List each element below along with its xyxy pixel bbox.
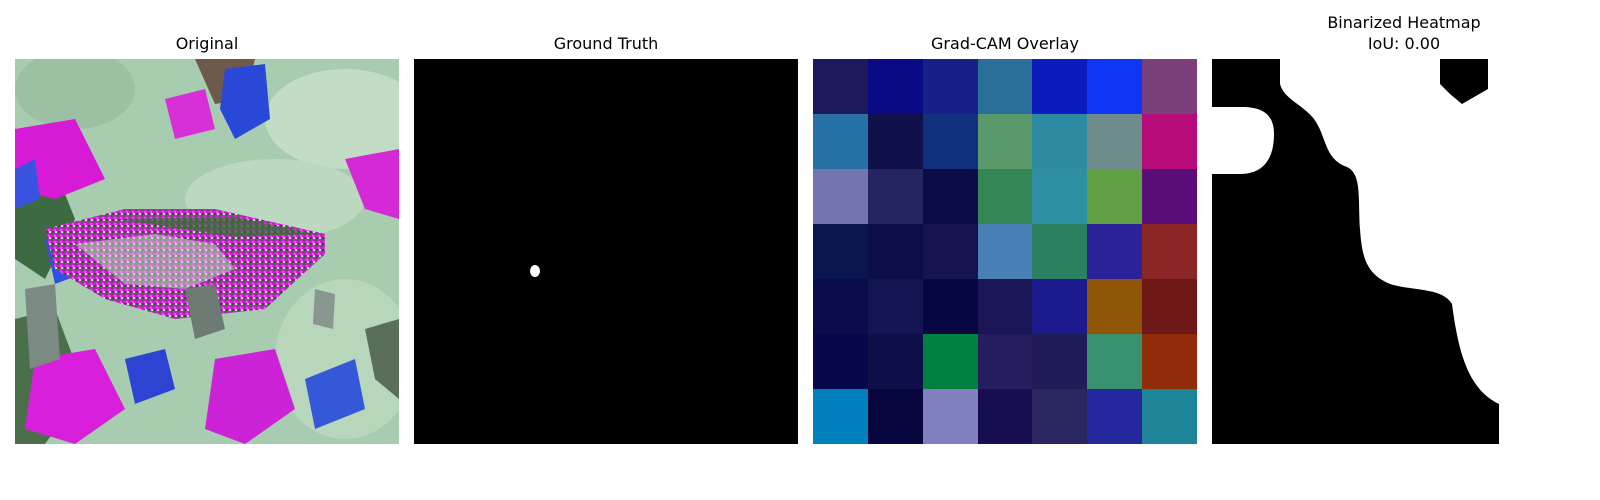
gradcam-cell-4-2: [923, 279, 978, 334]
gradcam-cell-1-6: [1142, 114, 1197, 169]
gradcam-cell-3-1: [868, 224, 923, 279]
gradcam-cell-2-2: [923, 169, 978, 224]
gradcam-cell-3-4: [1032, 224, 1087, 279]
gradcam-cell-6-4: [1032, 389, 1087, 444]
gradcam-cell-3-0: [813, 224, 868, 279]
binarized-heatmap: [1212, 59, 1596, 444]
gradcam-cell-0-2: [923, 59, 978, 114]
gradcam-cell-3-5: [1087, 224, 1142, 279]
iou-label: IoU: 0.00: [1367, 34, 1441, 53]
gradcam-cell-1-2: [923, 114, 978, 169]
panel-title-binarized: Binarized Heatmap: [1327, 13, 1481, 32]
gradcam-cell-2-4: [1032, 169, 1087, 224]
panel-original: Original: [15, 0, 399, 500]
gradcam-cell-5-6: [1142, 334, 1197, 389]
gradcam-cell-0-4: [1032, 59, 1087, 114]
gradcam-cell-4-5: [1087, 279, 1142, 334]
panel-title-ground-truth: Ground Truth: [553, 34, 659, 53]
gradcam-cell-1-5: [1087, 114, 1142, 169]
gradcam-cell-0-5: [1087, 59, 1142, 114]
ground-truth-mask: [414, 59, 798, 444]
gradcam-overlay: [813, 59, 1197, 444]
gradcam-cell-2-1: [868, 169, 923, 224]
gradcam-cell-4-1: [868, 279, 923, 334]
gradcam-cell-1-3: [978, 114, 1032, 169]
original-image: [15, 59, 399, 444]
gradcam-cell-2-3: [978, 169, 1032, 224]
gradcam-cell-6-6: [1142, 389, 1197, 444]
gradcam-cell-5-0: [813, 334, 868, 389]
gradcam-cell-3-2: [923, 224, 978, 279]
ground-truth-spot: [530, 265, 540, 277]
gradcam-cell-4-6: [1142, 279, 1197, 334]
gradcam-cell-4-3: [978, 279, 1032, 334]
gradcam-cell-5-4: [1032, 334, 1087, 389]
gradcam-cell-1-1: [868, 114, 923, 169]
gradcam-cell-6-1: [868, 389, 923, 444]
gradcam-cell-5-1: [868, 334, 923, 389]
gradcam-cell-0-6: [1142, 59, 1197, 114]
panel-title-gradcam: Grad-CAM Overlay: [931, 34, 1079, 53]
gradcam-cell-5-2: [923, 334, 978, 389]
gradcam-cell-5-5: [1087, 334, 1142, 389]
panel-ground-truth: Ground Truth: [414, 0, 798, 500]
gradcam-cell-6-5: [1087, 389, 1142, 444]
gradcam-cell-6-3: [978, 389, 1032, 444]
gradcam-cell-1-4: [1032, 114, 1087, 169]
gradcam-cell-0-1: [868, 59, 923, 114]
panel-title-original: Original: [175, 34, 239, 53]
gradcam-cell-2-0: [813, 169, 868, 224]
gradcam-cell-0-0: [813, 59, 868, 114]
gradcam-cell-2-5: [1087, 169, 1142, 224]
gradcam-cell-6-2: [923, 389, 978, 444]
gradcam-cell-3-6: [1142, 224, 1197, 279]
gradcam-cell-4-4: [1032, 279, 1087, 334]
gradcam-cell-6-0: [813, 389, 868, 444]
gradcam-cell-1-0: [813, 114, 868, 169]
gradcam-cell-4-0: [813, 279, 868, 334]
panel-binarized: Binarized Heatmap IoU: 0.00: [1212, 0, 1596, 500]
gradcam-cell-5-3: [978, 334, 1032, 389]
gradcam-cell-0-3: [978, 59, 1032, 114]
gradcam-cell-3-3: [978, 224, 1032, 279]
gradcam-cell-2-6: [1142, 169, 1197, 224]
panel-gradcam: Grad-CAM Overlay: [813, 0, 1197, 500]
